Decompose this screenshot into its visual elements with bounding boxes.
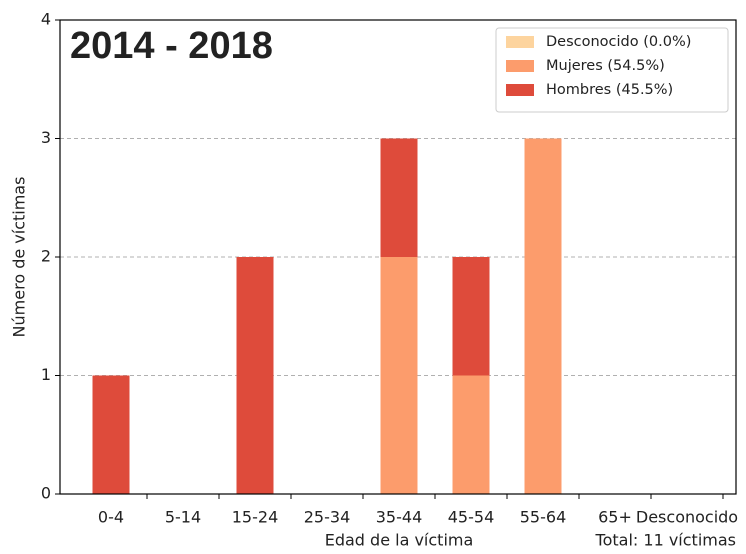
x-tick-label: Desconocido: [636, 508, 738, 527]
x-axis-label: Edad de la víctima: [325, 531, 474, 550]
y-tick-label: 4: [41, 10, 51, 29]
bar-segment: [380, 257, 418, 494]
legend-label: Hombres (45.5%): [546, 82, 673, 98]
x-tick-label: 35-44: [376, 508, 423, 527]
x-tick-label: 15-24: [232, 508, 279, 527]
y-tick-label: 2: [41, 247, 51, 266]
annotation: Total: 11 víctimas: [595, 531, 736, 550]
legend-swatch: [506, 36, 534, 48]
bar-segment: [452, 375, 490, 494]
legend-label: Mujeres (54.5%): [546, 58, 665, 74]
bar-segment: [380, 138, 418, 257]
x-tick-label: 5-14: [165, 508, 201, 527]
y-axis-label: Número de víctimas: [10, 177, 29, 338]
y-tick-label: 3: [41, 128, 51, 147]
x-tick-label: 0-4: [98, 508, 124, 527]
x-tick-label: 25-34: [304, 508, 351, 527]
x-tick-label: 55-64: [520, 508, 567, 527]
legend-label: Desconocido (0.0%): [546, 34, 691, 50]
y-tick-label: 0: [41, 484, 51, 503]
chart-title: 2014 - 2018: [70, 25, 273, 67]
legend-box: [495, 27, 729, 113]
x-tick-label: 65+: [598, 508, 632, 527]
x-tick-label: 45-54: [448, 508, 495, 527]
bar-segment: [524, 138, 562, 494]
legend-swatch: [506, 84, 534, 96]
bar-segment: [236, 257, 274, 494]
bar-segment: [92, 375, 130, 494]
bar-segment: [452, 257, 490, 376]
legend-swatch: [506, 60, 534, 72]
plot-frame: [59, 19, 737, 495]
y-tick-label: 1: [41, 365, 51, 384]
